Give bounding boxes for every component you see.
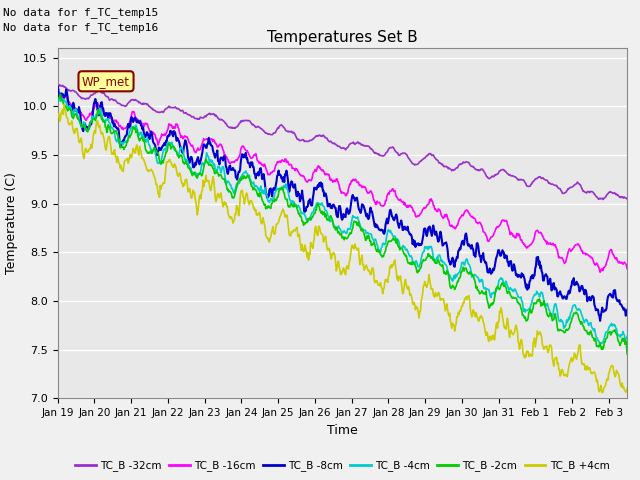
Title: Temperatures Set B: Temperatures Set B: [267, 30, 418, 46]
Text: WP_met: WP_met: [82, 75, 130, 88]
Text: No data for f_TC_temp16: No data for f_TC_temp16: [3, 22, 159, 33]
Text: No data for f_TC_temp15: No data for f_TC_temp15: [3, 7, 159, 18]
X-axis label: Time: Time: [327, 424, 358, 437]
Y-axis label: Temperature (C): Temperature (C): [4, 172, 18, 274]
Legend: TC_B -32cm, TC_B -16cm, TC_B -8cm, TC_B -4cm, TC_B -2cm, TC_B +4cm: TC_B -32cm, TC_B -16cm, TC_B -8cm, TC_B …: [71, 456, 614, 475]
